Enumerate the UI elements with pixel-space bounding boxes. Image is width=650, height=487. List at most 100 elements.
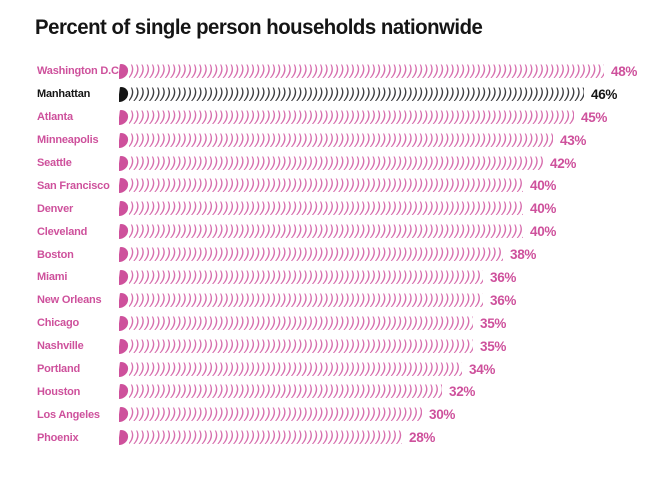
bar-cap-icon xyxy=(119,338,129,354)
bar-cap-icon xyxy=(119,407,129,423)
row-value: 40% xyxy=(530,201,557,217)
row-label: Chicago xyxy=(37,317,79,330)
bar-ticks-icon: ))))))))))))))))))))))))))))))))))))))))… xyxy=(129,132,553,148)
row-value: 48% xyxy=(611,63,638,79)
row-label: Boston xyxy=(37,248,74,261)
bar: ))))))))))))))))))))))))))))))))))))))))… xyxy=(119,85,584,103)
row-label: Nashville xyxy=(37,340,84,353)
bar-ticks-icon: ))))))))))))))))))))))))))))))))))))))))… xyxy=(129,201,523,217)
table-row: Seattle ))))))))))))))))))))))))))))))))… xyxy=(37,152,650,175)
row-value: 40% xyxy=(530,178,557,194)
row-label: Houston xyxy=(37,385,81,398)
table-row: Nashville ))))))))))))))))))))))))))))))… xyxy=(37,335,650,358)
bar-cap-icon xyxy=(119,292,129,308)
bar: ))))))))))))))))))))))))))))))))))))))))… xyxy=(119,131,553,149)
bar-cap-icon xyxy=(119,178,129,194)
row-value: 45% xyxy=(581,109,608,125)
bar: ))))))))))))))))))))))))))))))))))))))))… xyxy=(119,337,473,355)
table-row: Atlanta ))))))))))))))))))))))))))))))))… xyxy=(37,106,650,129)
table-row: Denver )))))))))))))))))))))))))))))))))… xyxy=(37,197,650,220)
bar-cap-icon xyxy=(119,201,129,217)
row-label: Atlanta xyxy=(37,111,73,124)
bar-ticks-icon: ))))))))))))))))))))))))))))))))))))))))… xyxy=(129,292,483,308)
bar-cap-icon xyxy=(119,109,129,125)
bar: ))))))))))))))))))))))))))))))))))))))))… xyxy=(119,291,483,309)
bar-ticks-icon: ))))))))))))))))))))))))))))))))))))))))… xyxy=(129,155,543,171)
bar-ticks-icon: ))))))))))))))))))))))))))))))))))))))))… xyxy=(129,338,473,354)
bar: ))))))))))))))))))))))))))))))))))))))))… xyxy=(119,223,523,241)
bar: ))))))))))))))))))))))))))))))))))))))))… xyxy=(119,383,442,401)
table-row: Chicago ))))))))))))))))))))))))))))))))… xyxy=(37,312,650,335)
bar-ticks-icon: ))))))))))))))))))))))))))))))))))))))))… xyxy=(129,178,523,194)
bar-ticks-icon: ))))))))))))))))))))))))))))))))))))))))… xyxy=(129,315,473,331)
row-label: Portland xyxy=(37,363,81,376)
bar-ticks-icon: ))))))))))))))))))))))))))))))))))))))))… xyxy=(129,86,584,102)
row-value: 36% xyxy=(490,269,517,285)
row-value: 35% xyxy=(480,338,507,354)
row-label: Phoenix xyxy=(37,431,79,444)
row-value: 46% xyxy=(591,86,618,102)
row-label: Cleveland xyxy=(37,225,88,238)
row-value: 43% xyxy=(560,132,587,148)
row-value: 42% xyxy=(550,155,577,171)
table-row: Boston )))))))))))))))))))))))))))))))))… xyxy=(37,243,650,266)
row-value: 32% xyxy=(449,384,476,400)
bar: ))))))))))))))))))))))))))))))))))))))))… xyxy=(119,360,462,378)
bar: ))))))))))))))))))))))))))))))))))))))))… xyxy=(119,200,523,218)
row-label: Seattle xyxy=(37,157,72,169)
bar-ticks-icon: ))))))))))))))))))))))))))))))))))))))))… xyxy=(129,384,442,400)
row-value: 30% xyxy=(429,407,456,423)
bar: ))))))))))))))))))))))))))))))))))))))))… xyxy=(119,314,473,332)
bar-ticks-icon: ))))))))))))))))))))))))))))))))))))))))… xyxy=(129,224,523,240)
row-label: New Orleans xyxy=(37,294,102,307)
table-row: Miami ))))))))))))))))))))))))))))))))))… xyxy=(37,266,650,289)
row-label: Denver xyxy=(37,202,74,215)
bar-cap-icon xyxy=(119,247,129,263)
table-row: Washington D.C. ))))))))))))))))))))))))… xyxy=(37,60,650,83)
table-row: Minneapolis ))))))))))))))))))))))))))))… xyxy=(37,129,650,152)
bar-cap-icon xyxy=(119,224,129,240)
bar-cap-icon xyxy=(119,86,129,102)
bar-ticks-icon: ))))))))))))))))))))))))))))))))))))))))… xyxy=(129,63,604,79)
row-value: 38% xyxy=(510,247,537,263)
bar: ))))))))))))))))))))))))))))))))))))))))… xyxy=(119,177,523,195)
table-row: Phoenix ))))))))))))))))))))))))))))))))… xyxy=(37,426,650,449)
row-value: 35% xyxy=(480,315,507,331)
table-row: Los Angeles ))))))))))))))))))))))))))))… xyxy=(37,403,650,426)
bar: ))))))))))))))))))))))))))))))))))))))))… xyxy=(119,246,503,264)
chart-rows: Washington D.C. ))))))))))))))))))))))))… xyxy=(37,60,650,449)
table-row: Cleveland ))))))))))))))))))))))))))))))… xyxy=(37,220,650,243)
bar-ticks-icon: ))))))))))))))))))))))))))))))))))))))))… xyxy=(129,247,503,263)
row-value: 36% xyxy=(490,292,517,308)
bar: ))))))))))))))))))))))))))))))))))))))))… xyxy=(119,154,543,172)
bar-cap-icon xyxy=(119,155,129,171)
table-row: Manhattan ))))))))))))))))))))))))))))))… xyxy=(37,83,650,106)
bar-cap-icon xyxy=(119,315,129,331)
row-label: Minneapolis xyxy=(37,134,99,147)
bar-cap-icon xyxy=(119,361,129,377)
bar: ))))))))))))))))))))))))))))))))))))))))… xyxy=(119,108,574,126)
bar-cap-icon xyxy=(119,269,129,285)
row-value: 28% xyxy=(409,430,436,446)
bar: ))))))))))))))))))))))))))))))))))))))))… xyxy=(119,268,483,286)
row-label: Manhattan xyxy=(37,88,91,101)
table-row: Portland )))))))))))))))))))))))))))))))… xyxy=(37,358,650,381)
table-row: San Francisco ))))))))))))))))))))))))))… xyxy=(37,174,650,197)
bar-cap-icon xyxy=(119,63,129,79)
bar: ))))))))))))))))))))))))))))))))))))))))… xyxy=(119,429,402,447)
bar: ))))))))))))))))))))))))))))))))))))))))… xyxy=(119,62,604,80)
row-label: Los Angeles xyxy=(37,408,100,421)
row-label: Miami xyxy=(37,271,68,284)
table-row: New Orleans ))))))))))))))))))))))))))))… xyxy=(37,289,650,312)
row-label: Washington D.C. xyxy=(37,65,122,78)
row-value: 40% xyxy=(530,224,557,240)
bar-ticks-icon: ))))))))))))))))))))))))))))))))))))))))… xyxy=(129,407,422,423)
row-label: San Francisco xyxy=(37,179,110,192)
bar-ticks-icon: ))))))))))))))))))))))))))))))))))))))))… xyxy=(129,430,402,446)
bar: ))))))))))))))))))))))))))))))))))))))))… xyxy=(119,406,422,424)
bar-ticks-icon: ))))))))))))))))))))))))))))))))))))))))… xyxy=(129,361,462,377)
bar-ticks-icon: ))))))))))))))))))))))))))))))))))))))))… xyxy=(129,109,574,125)
row-value: 34% xyxy=(469,361,496,377)
bar-cap-icon xyxy=(119,430,129,446)
